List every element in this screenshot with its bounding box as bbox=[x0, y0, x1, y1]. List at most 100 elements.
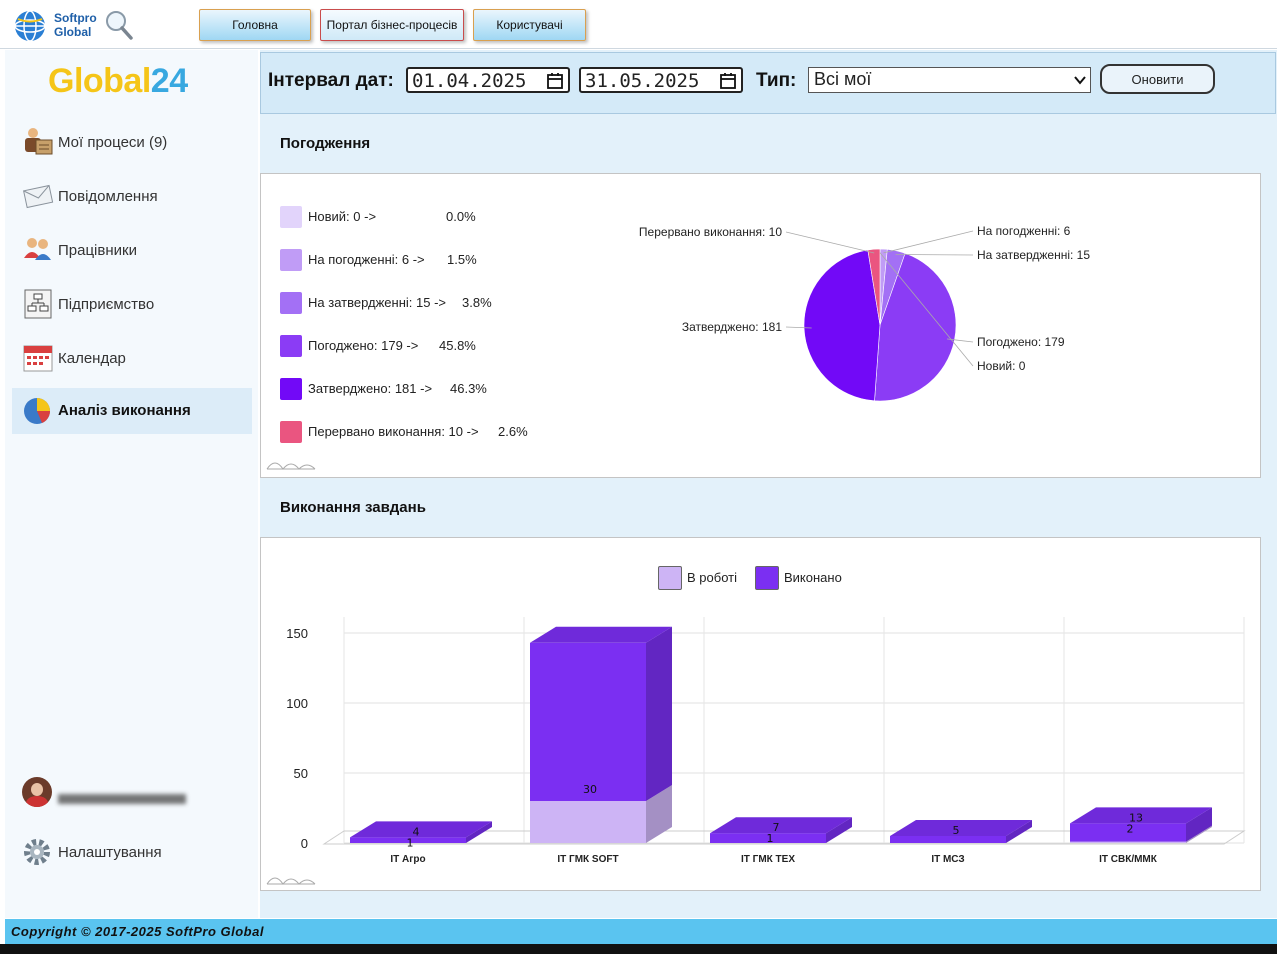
type-select[interactable]: Всі мої bbox=[808, 67, 1091, 93]
x-category-label: IT ГМК SOFT bbox=[557, 854, 618, 865]
logo-line-1: Softpro bbox=[54, 11, 97, 25]
y-tick-label: 0 bbox=[301, 836, 308, 851]
bottom-strip bbox=[0, 944, 1277, 954]
bar-front[interactable] bbox=[530, 642, 646, 801]
bar-data-label: 4 bbox=[413, 825, 420, 838]
bar-front[interactable] bbox=[350, 837, 466, 843]
pie-leader-line bbox=[895, 254, 974, 256]
legend-item-new[interactable]: Новий: 0 -> 0.0% bbox=[280, 206, 510, 230]
bar-front[interactable] bbox=[530, 801, 646, 843]
sidebar-item-label: Підприємство bbox=[58, 296, 155, 313]
legend-pct: 46.3% bbox=[450, 381, 487, 396]
legend-item-on-approval[interactable]: На погодженні: 6 -> 1.5% bbox=[280, 249, 510, 273]
search-icon[interactable] bbox=[104, 9, 134, 41]
bar-front[interactable] bbox=[710, 833, 826, 843]
sidebar-item-label: Працівники bbox=[58, 242, 137, 259]
bar-front[interactable] bbox=[1070, 823, 1186, 842]
brand-part-1: Global bbox=[48, 62, 151, 100]
legend-swatch bbox=[280, 206, 302, 228]
sidebar-item-label: Налаштування bbox=[58, 844, 162, 861]
legend-pct: 3.8% bbox=[462, 295, 492, 310]
date-to-value: 31.05.2025 bbox=[585, 70, 700, 92]
sidebar-item-label: Повідомлення bbox=[58, 188, 158, 205]
pie-leader-line bbox=[879, 252, 974, 367]
sidebar-item-label: Календар bbox=[58, 350, 126, 367]
processes-icon bbox=[25, 128, 53, 155]
sidebar-item-my-processes[interactable]: Мої процеси (9) bbox=[12, 120, 252, 166]
legend-pct: 2.6% bbox=[498, 424, 528, 439]
bar-data-label: 7 bbox=[773, 821, 780, 834]
globe-logo-icon bbox=[14, 10, 46, 42]
legend-swatch bbox=[280, 249, 302, 271]
legend-item-interrupted[interactable]: Перервано виконання: 10 -> 2.6% bbox=[280, 421, 540, 445]
legend-item-confirmed[interactable]: Затверджено: 181 -> 46.3% bbox=[280, 378, 510, 402]
brand-logo: Global24 bbox=[48, 62, 188, 101]
x-category-label: IT ГМК ТЕХ bbox=[741, 854, 795, 865]
chevron-down-icon bbox=[1074, 76, 1086, 85]
calendar-icon bbox=[23, 345, 53, 372]
legend-text: Перервано виконання: 10 -> bbox=[308, 424, 479, 439]
bar-top bbox=[350, 821, 492, 838]
pie-leader-line bbox=[785, 326, 812, 329]
avatar[interactable] bbox=[22, 777, 52, 807]
brand-part-2: 24 bbox=[150, 62, 188, 100]
pie-data-label: Перервано виконання: 10 bbox=[639, 225, 782, 239]
org-chart-icon bbox=[24, 289, 52, 319]
pie-leader-line bbox=[785, 231, 875, 254]
logo-text: Softpro Global bbox=[54, 11, 97, 39]
bar-top bbox=[530, 626, 672, 643]
bar-data-label: 1 bbox=[407, 836, 414, 849]
nav-users-button[interactable]: Користувачі bbox=[473, 9, 586, 41]
calendar-picker-icon[interactable] bbox=[546, 72, 564, 90]
sidebar-item-analysis[interactable]: Аналіз виконання bbox=[12, 388, 252, 434]
legend-pct: 45.8% bbox=[439, 338, 476, 353]
bar-data-label: 13 bbox=[1129, 811, 1143, 824]
bar-data-label: 1 bbox=[767, 832, 774, 845]
sidebar-item-enterprise[interactable]: Підприємство bbox=[12, 282, 252, 328]
legend-item-on-confirmation[interactable]: На затвердженні: 15 -> 3.8% bbox=[280, 292, 520, 316]
bar-top bbox=[1070, 807, 1212, 824]
legend-item-approved[interactable]: Погоджено: 179 -> 45.8% bbox=[280, 335, 510, 359]
pie-data-label: На затвердженні: 15 bbox=[977, 248, 1090, 262]
bar-front[interactable] bbox=[1070, 841, 1186, 843]
bar-side bbox=[646, 626, 672, 801]
y-tick-label: 150 bbox=[286, 626, 308, 641]
bar-front[interactable] bbox=[890, 836, 1006, 843]
calendar-picker-icon[interactable] bbox=[719, 72, 737, 90]
legend-swatch bbox=[280, 335, 302, 357]
gear-icon bbox=[24, 839, 50, 865]
sidebar-item-label: Мої процеси (9) bbox=[58, 134, 168, 151]
pie-data-label: Затверджено: 181 bbox=[682, 320, 782, 334]
sidebar-item-settings[interactable]: Налаштування bbox=[12, 830, 252, 876]
sidebar-item-label: Аналіз виконання bbox=[58, 402, 191, 419]
copyright-text: Copyright © 2017-2025 SoftPro Global bbox=[11, 924, 264, 939]
legend-item-done[interactable]: Виконано bbox=[755, 566, 855, 590]
type-label: Тип: bbox=[756, 70, 797, 91]
legend-item-in-work[interactable]: В роботі bbox=[658, 566, 750, 590]
logo-line-2: Global bbox=[54, 25, 92, 39]
legend-text: На погодженні: 6 -> bbox=[308, 252, 425, 267]
refresh-button[interactable]: Оновити bbox=[1100, 64, 1215, 94]
legend-text: На затвердженні: 15 -> bbox=[308, 295, 446, 310]
bar-side bbox=[646, 785, 672, 843]
bar-data-label: 5 bbox=[953, 824, 960, 837]
legend-swatch bbox=[280, 421, 302, 443]
date-to-input[interactable]: 31.05.2025 bbox=[579, 67, 743, 93]
sidebar-item-employees[interactable]: Працівники bbox=[12, 228, 252, 274]
nav-bp-portal-button[interactable]: Портал бізнес-процесів bbox=[320, 9, 464, 41]
bar-top bbox=[890, 820, 1032, 836]
x-category-label: IT Агро bbox=[390, 854, 425, 865]
nav-home-button[interactable]: Головна bbox=[199, 9, 311, 41]
legend-text: Виконано bbox=[784, 570, 842, 585]
pie-slice[interactable] bbox=[803, 249, 881, 402]
x-category-label: IT СВК/ММК bbox=[1099, 854, 1158, 865]
sidebar-item-messages[interactable]: Повідомлення bbox=[12, 174, 252, 220]
legend-text: Затверджено: 181 -> bbox=[308, 381, 433, 396]
bar-data-label: 30 bbox=[583, 783, 597, 796]
pie-slice[interactable] bbox=[874, 252, 957, 402]
date-from-input[interactable]: 01.04.2025 bbox=[406, 67, 570, 93]
pie-slice[interactable] bbox=[867, 248, 881, 326]
tasks-section-title: Виконання завдань bbox=[280, 499, 426, 516]
sidebar-item-calendar[interactable]: Календар bbox=[12, 336, 252, 382]
